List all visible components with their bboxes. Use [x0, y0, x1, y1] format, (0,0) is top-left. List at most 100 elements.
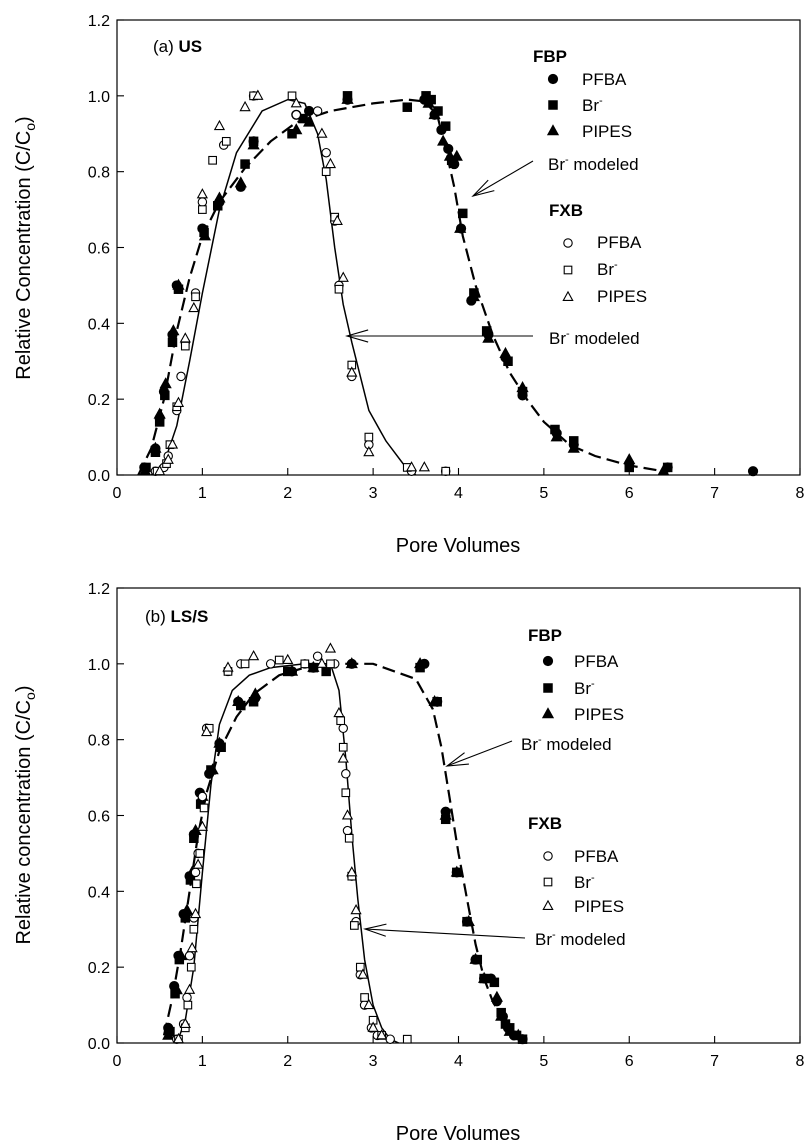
annotation-arrowhead — [345, 329, 369, 343]
plot-marks — [137, 89, 759, 477]
legend-fbp-pfba-label: PFBA — [582, 70, 627, 89]
data-point-filled-triangle — [206, 763, 219, 775]
annotation-fbp-br-modeled: Br- modeled — [548, 154, 639, 174]
legend-fbp-pipes-label: PIPES — [574, 705, 624, 724]
panel-a-us: 0 1 2 3 4 5 6 7 8 0.0 0.2 0.4 0.6 0.8 1.0 1.2 (a) US FB… — [13, 13, 804, 557]
legend-marker-filled-triangle — [546, 124, 560, 136]
data-point-filled-triangle — [180, 903, 194, 915]
data-point-filled-square — [503, 356, 513, 366]
plot-frame — [116, 587, 801, 1044]
annotation-arrowhead — [471, 179, 495, 198]
legend-markers — [546, 73, 574, 301]
data-point-filled-triangle — [469, 952, 482, 964]
annotation-arrowhead — [363, 923, 387, 937]
data-point-open-circle — [197, 197, 208, 207]
annotation-arrow — [364, 928, 526, 939]
data-point-open-circle — [385, 1034, 395, 1044]
data-point-open-square — [364, 432, 374, 442]
data-point-filled-triangle — [153, 407, 166, 419]
x-tick-label: 1 — [198, 1053, 207, 1070]
data-point-filled-square — [402, 102, 413, 112]
data-point-open-square — [344, 833, 354, 843]
data-point-open-square — [300, 659, 310, 669]
legend-marker-filled-circle — [542, 655, 554, 667]
data-point-open-square — [341, 788, 351, 798]
annotation-arrowhead — [445, 752, 469, 767]
data-point-open-triangle — [196, 820, 209, 831]
data-point-open-triangle — [418, 461, 430, 472]
x-tick-label: 8 — [796, 1053, 804, 1070]
legend-marker-open-triangle — [562, 290, 574, 301]
data-point-open-square — [199, 803, 209, 813]
data-point-filled-triangle — [341, 92, 354, 104]
legend-markers — [541, 655, 555, 910]
legend-fxb-title: FXB — [549, 201, 583, 220]
data-point-open-triangle — [316, 127, 328, 138]
panel-label: (b) LS/S — [145, 607, 208, 626]
data-point-open-square — [274, 655, 284, 665]
data-point-filled-triangle — [290, 123, 303, 135]
data-point-filled-square — [180, 913, 191, 923]
x-tick-label: 5 — [539, 1053, 548, 1070]
data-point-open-circle — [291, 110, 302, 120]
data-point-open-square — [402, 1034, 412, 1044]
data-point-filled-square — [167, 337, 178, 348]
data-point-filled-square — [321, 666, 331, 677]
data-point-filled-triangle — [422, 96, 435, 108]
data-point-open-circle — [176, 371, 186, 382]
data-point-open-square — [240, 659, 250, 669]
y-tick-label: 1.2 — [88, 581, 110, 598]
data-point-open-triangle — [282, 653, 294, 665]
data-point-filled-square — [481, 326, 492, 336]
annotation-arrow — [446, 740, 513, 767]
legend-marker-open-square — [563, 265, 573, 275]
data-point-filled-triangle — [213, 736, 226, 748]
data-point-open-triangle — [252, 89, 264, 100]
data-point-filled-triangle — [139, 464, 152, 476]
data-point-filled-triangle — [149, 441, 162, 453]
data-point-filled-triangle — [567, 441, 580, 453]
x-tick-label: 2 — [283, 1053, 292, 1070]
x-axis-title: Pore Volumes — [396, 1123, 521, 1145]
y-tick-label: 1.0 — [88, 89, 110, 106]
data-point-open-circle — [182, 992, 192, 1003]
data-point-filled-square — [189, 833, 199, 843]
fbp-modeled-curve — [137, 98, 664, 476]
y-tick-label: 0.6 — [88, 809, 110, 826]
x-tick-label: 6 — [625, 485, 634, 502]
data-point-open-triangle — [162, 453, 174, 464]
data-point-filled-triangle — [413, 657, 427, 669]
y-tick-label: 0.4 — [88, 316, 110, 333]
data-point-filled-triangle — [450, 149, 463, 161]
data-point-open-circle — [312, 106, 323, 116]
data-point-open-triangle — [186, 941, 198, 953]
y-tick-label: 0.2 — [88, 960, 110, 977]
data-point-open-triangle — [333, 706, 345, 718]
y-tick-label: 0.4 — [88, 884, 110, 901]
data-point-open-square — [349, 921, 359, 930]
x-tick-label: 8 — [796, 485, 804, 502]
data-point-open-triangle — [346, 366, 358, 377]
data-point-open-triangle — [154, 464, 166, 476]
data-point-open-square — [321, 167, 331, 177]
legend-marker-filled-square — [548, 100, 558, 110]
data-point-filled-triangle — [428, 695, 441, 707]
panel-b-ls-s: 0 1 2 3 4 5 6 7 80.00.20.40.60.81.01.2 (b) LS/S … — [13, 581, 804, 1145]
data-point-filled-triangle — [499, 346, 512, 358]
data-point-open-circle — [312, 651, 323, 661]
annotation-fxb-br-modeled: Br- modeled — [535, 929, 626, 949]
data-point-open-square — [355, 962, 365, 972]
data-point-open-triangle — [331, 214, 343, 225]
x-axis-title: Pore Volumes — [396, 535, 521, 557]
legend-fxb-pipes-label: PIPES — [597, 287, 647, 306]
data-point-open-triangle — [337, 271, 349, 282]
data-point-open-triangle — [367, 1021, 379, 1032]
data-point-filled-triangle — [657, 464, 670, 476]
data-point-filled-square — [458, 208, 468, 219]
data-point-open-square — [441, 466, 451, 476]
data-point-open-triangle — [189, 907, 202, 919]
data-point-open-square — [186, 962, 196, 972]
data-point-open-triangle — [346, 866, 358, 877]
legend-fxb-pipes-label: PIPES — [574, 897, 624, 916]
